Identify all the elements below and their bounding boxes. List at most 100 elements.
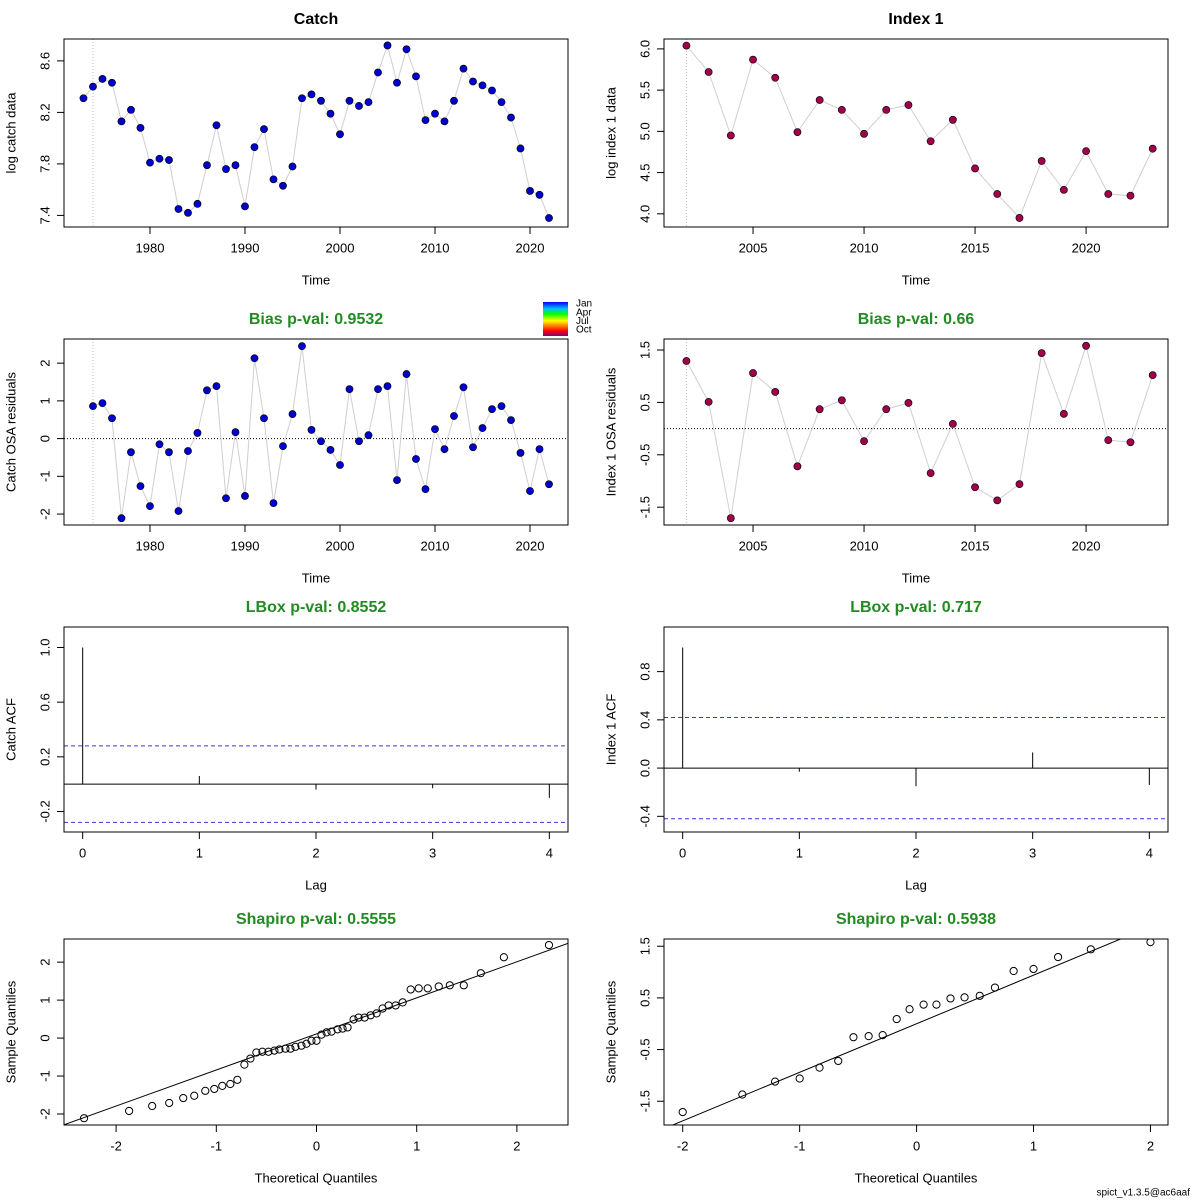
y-tick-label: 0.5 [637, 393, 652, 411]
data-point [136, 482, 145, 491]
qq-point [1146, 939, 1155, 947]
qq-point [179, 1093, 188, 1103]
qq-point [343, 1023, 352, 1032]
panel-title: Index 1 [888, 11, 943, 28]
x-axis-label: Time [302, 272, 330, 287]
plot-area [64, 647, 568, 823]
data-point [1104, 190, 1113, 198]
x-tick-label: -1 [794, 1138, 806, 1153]
data-point [993, 496, 1002, 505]
data-point [904, 101, 913, 109]
y-tick-label: -0.4 [637, 805, 652, 827]
data-point [860, 437, 868, 446]
panel-title: LBox p-val: 0.717 [850, 599, 982, 616]
data-point [79, 94, 88, 103]
qq-point [770, 1077, 780, 1086]
x-tick-label: 2020 [516, 538, 545, 553]
x-tick-label: -2 [110, 1138, 122, 1153]
data-point [288, 410, 297, 418]
panel-title: Bias p-val: 0.9532 [249, 311, 383, 328]
data-point [288, 162, 297, 171]
season-label: Apr [576, 307, 592, 318]
qq-point [878, 1031, 887, 1040]
data-point [374, 68, 382, 77]
y-tick-label: -0.5 [637, 444, 652, 466]
y-tick-label: 1 [37, 996, 52, 1003]
y-tick-label: -1 [37, 471, 52, 483]
x-tick-label: 1990 [231, 240, 260, 255]
qq-point [398, 998, 407, 1007]
qq-point [795, 1074, 804, 1083]
data-point [815, 405, 824, 414]
plot-frame [663, 338, 1169, 526]
qq-point [218, 1081, 227, 1091]
season-label: Jan [576, 299, 592, 310]
qq-point [946, 994, 955, 1003]
qq-point [270, 1046, 279, 1055]
data-point [837, 396, 846, 405]
data-point [469, 443, 477, 452]
x-tick-label: 2020 [1072, 538, 1101, 553]
data-point [1037, 157, 1046, 165]
qq-point [165, 1098, 174, 1108]
panel: Shapiro p-val: 0.5555 Theoretical Quantil… [3, 911, 569, 1185]
plot-area [664, 339, 1168, 525]
x-tick-label: 2 [1147, 1138, 1154, 1153]
data-point [545, 214, 553, 222]
plot-frame [63, 938, 569, 1126]
data-point [815, 96, 824, 104]
qq-point [291, 1042, 300, 1051]
data-point [336, 130, 344, 139]
y-axis-label: Sample Quantiles [603, 980, 618, 1083]
x-tick-label: 1990 [231, 538, 260, 553]
data-point [1037, 349, 1046, 358]
data-point [771, 388, 780, 396]
x-tick-label: 3 [1029, 845, 1036, 860]
qq-point [240, 1060, 249, 1069]
data-point [241, 492, 249, 500]
plot-frame [63, 626, 569, 833]
data-point [948, 115, 957, 124]
series-line [92, 346, 550, 519]
y-tick-label: 0 [37, 1034, 52, 1041]
data-point [345, 96, 354, 105]
qq-point [354, 1013, 363, 1022]
qq-point [201, 1086, 210, 1095]
qq-point [338, 1024, 347, 1033]
data-point [174, 205, 183, 213]
plot-frame [663, 938, 1169, 1126]
panel-title: Catch [294, 11, 338, 28]
data-point [193, 429, 202, 437]
qq-point [322, 1028, 331, 1037]
qq-point [297, 1041, 306, 1050]
data-point [882, 106, 891, 114]
data-point [231, 428, 240, 437]
data-point [317, 437, 325, 446]
data-point [412, 455, 420, 463]
plot-frame [663, 38, 1169, 228]
data-point [726, 131, 735, 140]
qq-point [499, 953, 508, 962]
data-point [904, 399, 913, 407]
qq-point [190, 1091, 199, 1100]
data-point [298, 342, 306, 351]
y-tick-label: 2 [37, 959, 52, 966]
panel: Bias p-val: 0.9532 Time Catch OSA residual… [3, 299, 592, 586]
x-axis-label: Lag [305, 877, 327, 892]
qq-point [349, 1015, 358, 1024]
qq-line [671, 939, 1122, 1125]
data-point [402, 370, 411, 378]
qq-point [275, 1045, 284, 1054]
plot-frame [663, 626, 1169, 833]
y-tick-label: 0 [37, 435, 52, 442]
data-point [393, 476, 401, 485]
x-axis-label: Time [902, 272, 930, 287]
panel-title: Shapiro p-val: 0.5938 [836, 911, 996, 928]
y-tick-label: 4.5 [637, 164, 652, 182]
y-tick-label: -1 [37, 1070, 52, 1082]
y-tick-label: 0.2 [37, 748, 52, 766]
data-point [222, 165, 230, 173]
qq-point [476, 969, 485, 978]
data-point [450, 412, 458, 420]
y-tick-label: 8.6 [37, 52, 52, 70]
